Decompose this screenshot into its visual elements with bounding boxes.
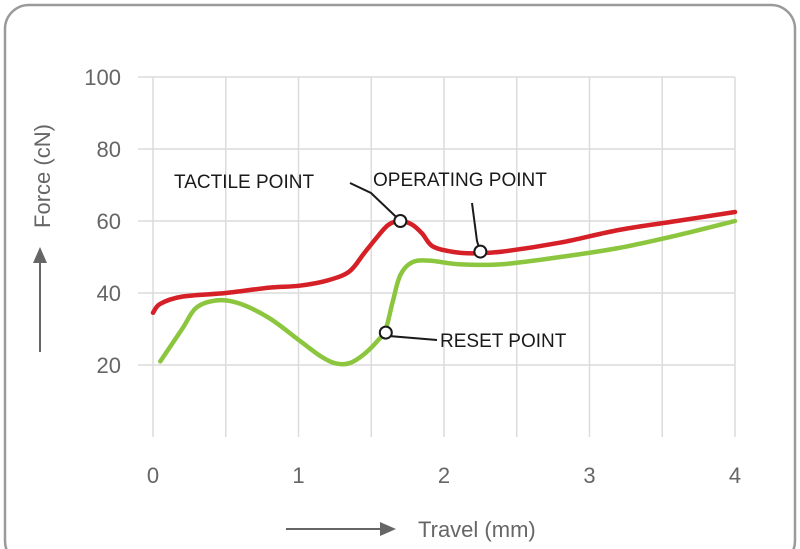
annotation-leader-line bbox=[349, 182, 402, 222]
annotation-marker bbox=[378, 325, 393, 340]
x-tick-label: 4 bbox=[729, 463, 741, 488]
y-axis-title: Force (cN) bbox=[30, 124, 55, 228]
annotation-marker bbox=[393, 214, 408, 228]
x-axis-arrow-head bbox=[380, 522, 396, 536]
annotation-label: TACTILE POINT bbox=[174, 172, 314, 193]
y-tick-label: 20 bbox=[97, 353, 121, 378]
series-line-return bbox=[158, 218, 738, 367]
x-tick-label: 1 bbox=[292, 463, 304, 488]
y-tick-label: 100 bbox=[84, 65, 121, 90]
y-tick-label: 40 bbox=[97, 281, 121, 306]
annotation-label: RESET POINT bbox=[440, 331, 567, 352]
x-tick-label: 0 bbox=[147, 463, 159, 488]
annotations: TACTILE POINT OPERATING POINT RESET POINT bbox=[174, 170, 567, 352]
y-axis-arrow-head bbox=[33, 247, 47, 263]
x-axis-title-group: Travel (mm) bbox=[286, 517, 536, 542]
annotation-1: TACTILE POINT bbox=[174, 172, 408, 228]
annotation-marker bbox=[473, 244, 488, 259]
x-axis-ticks: 0 1 2 3 4 bbox=[147, 463, 741, 488]
y-tick-label: 60 bbox=[97, 209, 121, 234]
y-axis-title-group: Force (cN) bbox=[30, 124, 55, 352]
annotation-2: OPERATING POINT bbox=[373, 170, 547, 259]
annotation-3: RESET POINT bbox=[378, 325, 567, 352]
x-axis-title: Travel (mm) bbox=[418, 517, 536, 542]
x-tick-label: 3 bbox=[583, 463, 595, 488]
x-tick-label: 2 bbox=[438, 463, 450, 488]
y-tick-label: 80 bbox=[97, 137, 121, 162]
y-axis-ticks: 20 40 60 80 100 bbox=[84, 65, 121, 378]
grid bbox=[138, 76, 736, 437]
annotation-label: OPERATING POINT bbox=[373, 170, 547, 191]
